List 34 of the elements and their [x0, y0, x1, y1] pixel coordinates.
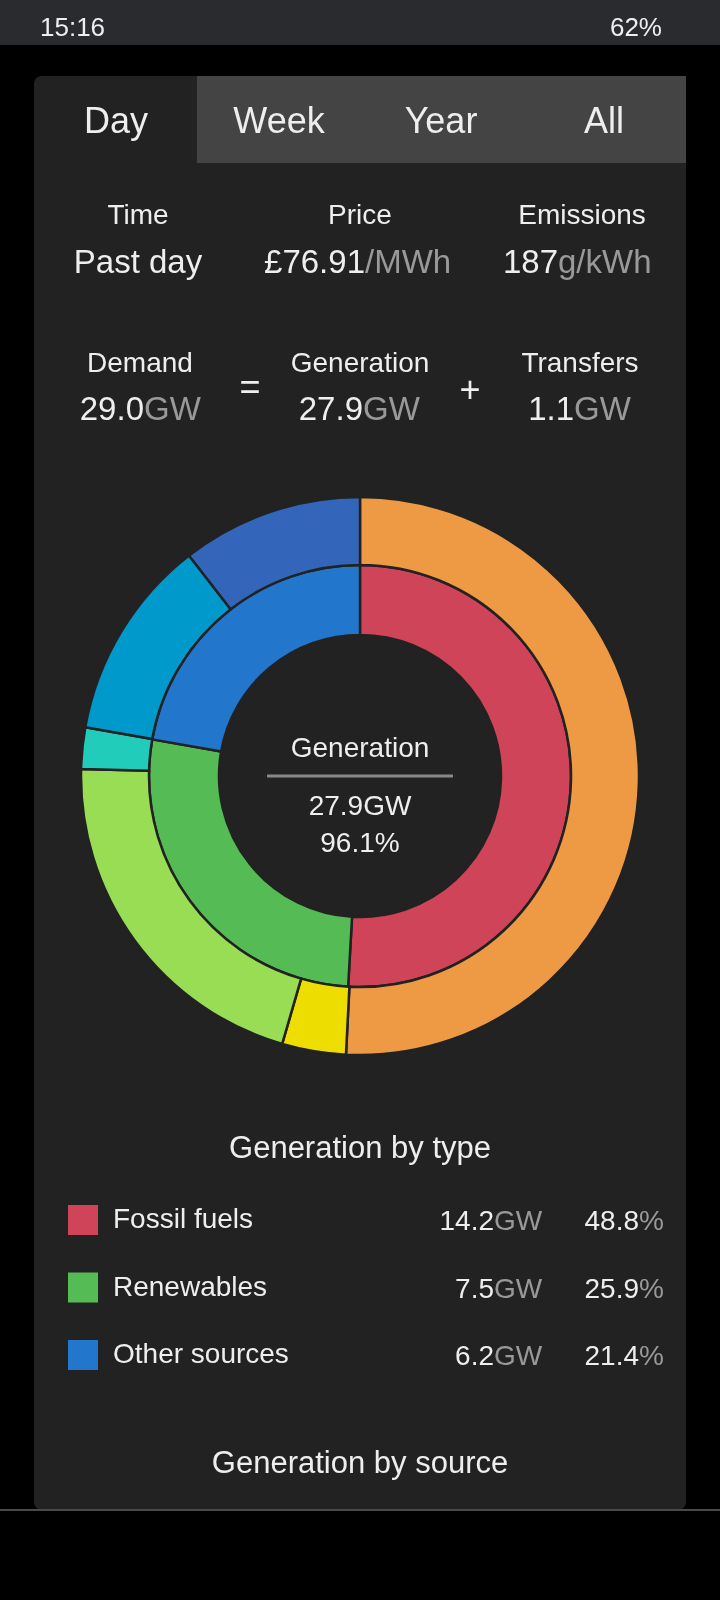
text: 62%: [609, 12, 662, 42]
text: Time: [107, 199, 169, 230]
text: Generation: [290, 347, 430, 378]
text: Day: [83, 100, 149, 141]
text: Past day: [73, 243, 203, 280]
text: =: [239, 366, 261, 407]
text: Generation: [290, 732, 430, 763]
text: 27.9GW: [308, 790, 412, 821]
text: Year: [404, 100, 478, 141]
text: £76.91/MWh: [264, 243, 452, 280]
text: 27.9GW: [298, 390, 421, 427]
text: All: [583, 100, 625, 141]
data-label: 6.2GW: [455, 1340, 543, 1371]
text: 25.9%: [584, 1272, 664, 1304]
text: 29.0GW: [79, 390, 202, 427]
text: 1.1GW: [528, 390, 632, 427]
text: 187g/kWh: [502, 243, 652, 280]
legend-title: Generation by type: [229, 1130, 491, 1165]
legend-label: Other sources: [113, 1338, 289, 1369]
data-label: 7.5GW: [455, 1272, 543, 1304]
text: Price: [328, 199, 392, 230]
legend-label: Fossil fuels: [113, 1203, 254, 1234]
legend-label: Renewables: [113, 1270, 268, 1302]
text: Emissions: [518, 199, 646, 230]
text: Week: [233, 100, 326, 141]
text: Demand: [87, 347, 193, 378]
text: 48.8%: [584, 1205, 664, 1236]
text: +: [459, 369, 481, 410]
text: Generation by source: [211, 1445, 509, 1480]
text: Transfers: [521, 347, 639, 378]
text: 15:16: [40, 12, 106, 42]
data-label: 14.2GW: [439, 1205, 543, 1236]
text: 21.4%: [584, 1340, 664, 1371]
text: 96.1%: [320, 827, 400, 858]
